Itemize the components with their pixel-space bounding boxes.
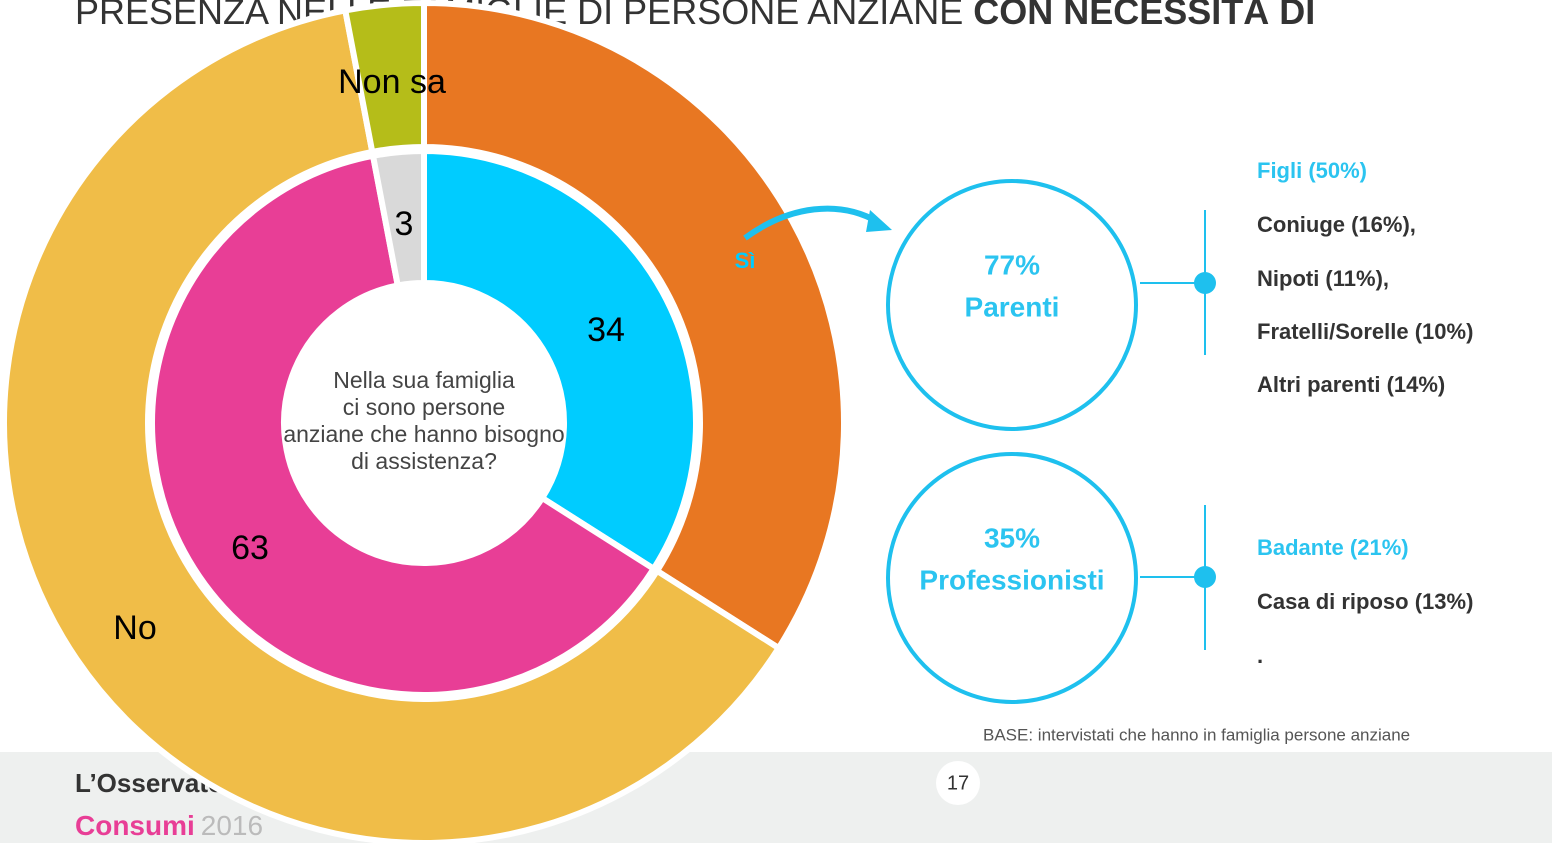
group-percent: 77% [984,249,1040,280]
panel: 77% Parenti Figli (50%) Coniuge (16%), Nipot… [886,158,1473,704]
donut-hole [286,285,562,561]
slice [1,6,783,843]
title-bold: CON NECESSITÀ DI [973,0,1315,32]
slice [421,147,699,573]
connector-dot [1194,566,1216,588]
group-label: Parenti [965,291,1060,322]
group-percent: 35% [984,522,1040,553]
center-label: ci sono persone [343,394,505,420]
base-note: BASE: intervistati che hanno in famiglia… [983,725,1410,744]
group-item: Badante (21%) [1257,535,1409,560]
group-item: Fratelli/Sorelle (10%) [1257,319,1473,344]
logo-brand: Consumi 2016 [75,810,263,841]
slice-label: Sì [735,248,756,273]
center-label: anziane che hanno bisogno [283,421,564,447]
value-label: 63 [231,529,269,567]
center-label: di assistenza? [351,448,497,474]
group-item: . [1257,643,1263,668]
value-label: 34 [587,311,625,349]
group-item: Figli (50%) [1257,158,1367,183]
slide-title: PRESENZA NELLE FAMIGLIE DI PERSONE ANZIA… [75,0,1315,32]
center-label: Nella sua famiglia [333,367,515,393]
page-badge [936,761,980,805]
group-item: Coniuge (16%), [1257,212,1416,237]
slice-label: No [113,609,156,647]
group-item: Altri parenti (14%) [1257,372,1445,397]
slice [421,0,847,653]
connector-dot [1194,272,1216,294]
value-label: 3 [395,205,414,243]
slice [341,0,427,156]
group-circle [886,179,1138,431]
group-item: Casa di riposo (13%) [1257,589,1473,614]
group-item: Nipoti (11%), [1257,266,1389,291]
slice-label: Non sa [338,63,446,101]
page-number: 17 [947,772,969,794]
logo-year: 2016 [201,810,263,841]
group-circle [886,452,1138,704]
slice [149,152,658,698]
group-label: Professionisti [919,564,1104,595]
logo-brand-name: Consumi [75,810,195,841]
slice [369,147,427,289]
arrow [743,205,880,241]
arrow-head [866,210,892,232]
